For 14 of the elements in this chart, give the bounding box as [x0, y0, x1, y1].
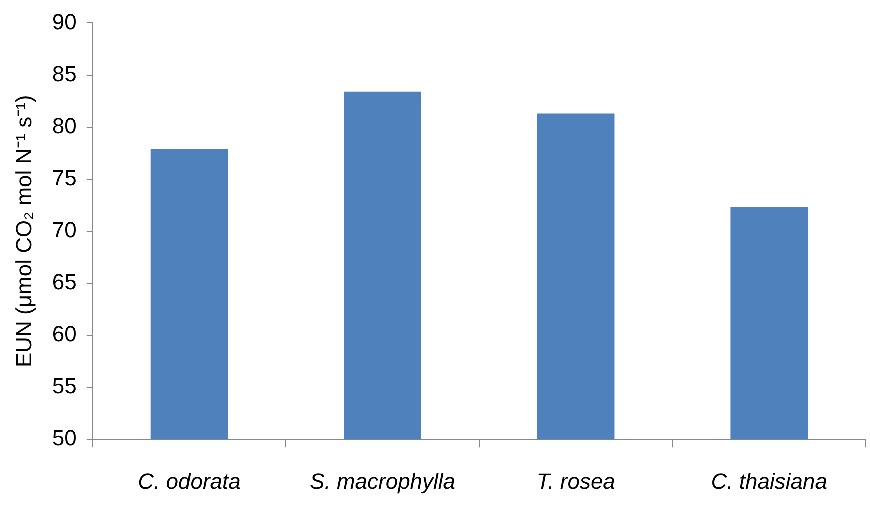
y-tick-label: 85 [52, 61, 77, 86]
y-tick-label: 65 [52, 270, 77, 295]
y-tick-label: 90 [52, 9, 77, 34]
y-tick-label: 50 [52, 426, 77, 451]
y-axis-title: EUN (μmol CO₂ mol N⁻¹ s⁻¹) [11, 95, 36, 368]
y-tick-label: 75 [52, 165, 77, 190]
x-tick-label: T. rosea [536, 468, 616, 494]
y-tick-label: 80 [52, 113, 77, 138]
x-tick-label: C. odorata [138, 468, 241, 494]
x-tick-label: C. thaisiana [711, 468, 828, 494]
x-tick-label: S. macrophylla [310, 468, 456, 494]
y-tick-label: 55 [52, 374, 77, 399]
y-tick-label: 60 [52, 322, 77, 347]
y-tick-label: 70 [52, 217, 77, 242]
